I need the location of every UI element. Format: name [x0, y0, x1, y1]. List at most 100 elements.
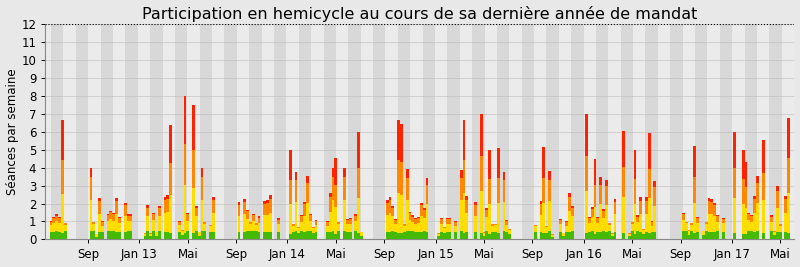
Bar: [406, 231, 409, 239]
Bar: [252, 215, 254, 221]
Bar: [462, 120, 466, 160]
Bar: [714, 216, 716, 232]
Bar: [776, 231, 778, 239]
Bar: [565, 221, 568, 222]
Bar: [212, 24, 225, 239]
Bar: [178, 222, 181, 225]
Bar: [596, 24, 608, 239]
Bar: [53, 223, 55, 232]
Bar: [249, 231, 252, 239]
Bar: [292, 226, 294, 232]
Bar: [696, 231, 699, 239]
Bar: [650, 226, 654, 232]
Bar: [762, 233, 765, 239]
Bar: [422, 210, 426, 218]
Bar: [705, 222, 707, 224]
Bar: [636, 231, 639, 239]
Bar: [98, 198, 101, 201]
Bar: [488, 234, 491, 239]
Bar: [707, 198, 710, 201]
Bar: [716, 216, 719, 222]
Bar: [486, 217, 488, 231]
Bar: [462, 160, 466, 194]
Bar: [608, 231, 610, 239]
Bar: [622, 197, 625, 233]
Bar: [346, 220, 349, 225]
Bar: [506, 221, 508, 225]
Bar: [262, 24, 274, 239]
Bar: [650, 222, 654, 226]
Bar: [639, 232, 642, 239]
Bar: [510, 24, 522, 239]
Bar: [548, 171, 551, 180]
Bar: [602, 231, 605, 239]
Bar: [326, 221, 329, 222]
Bar: [332, 177, 334, 199]
Bar: [95, 234, 98, 237]
Bar: [599, 184, 602, 204]
Bar: [770, 222, 773, 231]
Bar: [628, 234, 630, 236]
Bar: [426, 178, 429, 185]
Bar: [494, 225, 497, 231]
Bar: [466, 197, 468, 200]
Bar: [762, 200, 765, 233]
Bar: [118, 231, 121, 239]
Bar: [309, 214, 312, 215]
Bar: [326, 226, 329, 232]
Bar: [639, 214, 642, 232]
Bar: [588, 231, 590, 239]
Bar: [170, 163, 172, 195]
Bar: [150, 236, 152, 239]
Bar: [326, 222, 329, 226]
Bar: [249, 222, 252, 223]
Bar: [334, 234, 338, 239]
Bar: [426, 185, 429, 205]
Bar: [474, 216, 477, 232]
Bar: [192, 233, 195, 239]
Bar: [422, 208, 426, 210]
Bar: [386, 201, 389, 203]
Bar: [502, 231, 506, 239]
Bar: [605, 186, 608, 205]
Bar: [559, 24, 571, 239]
Bar: [630, 224, 634, 231]
Bar: [448, 224, 451, 232]
Bar: [745, 187, 747, 208]
Bar: [360, 233, 363, 235]
Bar: [238, 202, 241, 205]
Bar: [565, 222, 568, 226]
Bar: [446, 224, 448, 232]
Bar: [110, 213, 112, 219]
Bar: [162, 24, 175, 239]
Bar: [446, 232, 448, 239]
Bar: [539, 232, 542, 239]
Bar: [50, 222, 53, 225]
Bar: [124, 232, 126, 239]
Bar: [391, 231, 394, 239]
Bar: [198, 233, 201, 235]
Bar: [126, 215, 130, 221]
Bar: [61, 194, 64, 233]
Bar: [460, 231, 462, 239]
Bar: [539, 215, 542, 232]
Bar: [588, 223, 590, 231]
Bar: [266, 200, 269, 203]
Bar: [329, 232, 332, 239]
Bar: [486, 208, 488, 210]
Bar: [562, 236, 565, 239]
Bar: [417, 231, 420, 239]
Bar: [92, 231, 95, 239]
Bar: [645, 214, 648, 232]
Bar: [266, 215, 269, 232]
Bar: [414, 232, 417, 239]
Bar: [258, 216, 261, 218]
Bar: [303, 205, 306, 216]
Bar: [360, 232, 363, 233]
Bar: [212, 200, 215, 213]
Bar: [568, 197, 571, 211]
Bar: [757, 24, 770, 239]
Bar: [150, 24, 162, 239]
Bar: [794, 24, 800, 239]
Bar: [269, 213, 272, 232]
